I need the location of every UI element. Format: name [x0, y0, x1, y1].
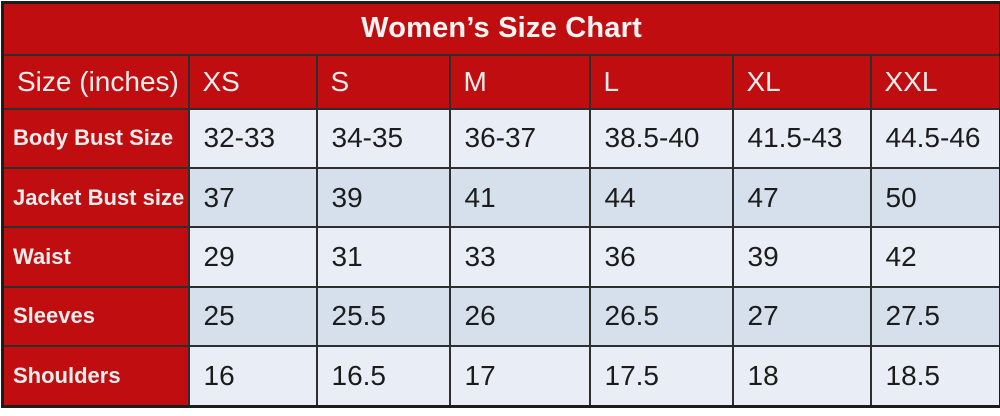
cell-value: 41.5-43 — [731, 107, 872, 169]
table-row-jacket-bust-size: Jacket Bust size 37 39 41 44 47 50 — [1, 166, 1000, 229]
table-row-sleeves: Sleeves 25 25.5 26 26.5 27 27.5 — [1, 285, 1000, 348]
cell-value: 44.5-46 — [869, 107, 1000, 169]
cell-value: 25 — [187, 285, 318, 348]
cell-value: 42 — [869, 226, 1000, 288]
cell-value: 36-37 — [448, 107, 591, 169]
cell-value: 26 — [448, 285, 591, 348]
cell-value: 44 — [588, 166, 734, 229]
column-header-xs: XS — [187, 53, 318, 110]
row-label: Jacket Bust size — [1, 166, 190, 229]
row-label: Body Bust Size — [1, 107, 190, 169]
cell-value: 16.5 — [315, 345, 451, 408]
cell-value: 27 — [731, 285, 872, 348]
cell-value: 17.5 — [588, 345, 734, 408]
cell-value: 50 — [869, 166, 1000, 229]
header-row: Size (inches) XS S M L XL XXL — [1, 53, 1000, 110]
row-label: Waist — [1, 226, 190, 288]
table-row-body-bust-size: Body Bust Size 32-33 34-35 36-37 38.5-40… — [1, 107, 1000, 169]
column-header-m: M — [448, 53, 591, 110]
title-row: Women’s Size Chart — [1, 1, 1000, 56]
cell-value: 34-35 — [315, 107, 451, 169]
cell-value: 39 — [315, 166, 451, 229]
cell-value: 18 — [731, 345, 872, 408]
chart-title: Women’s Size Chart — [1, 1, 1000, 56]
cell-value: 18.5 — [869, 345, 1000, 408]
cell-value: 17 — [448, 345, 591, 408]
cell-value: 25.5 — [315, 285, 451, 348]
cell-value: 16 — [187, 345, 318, 408]
cell-value: 39 — [731, 226, 872, 288]
cell-value: 47 — [731, 166, 872, 229]
column-header-size-inches: Size (inches) — [1, 53, 190, 110]
table-row-shoulders: Shoulders 16 16.5 17 17.5 18 18.5 — [1, 345, 1000, 408]
cell-value: 36 — [588, 226, 734, 288]
column-header-l: L — [588, 53, 734, 110]
row-label: Sleeves — [1, 285, 190, 348]
cell-value: 29 — [187, 226, 318, 288]
cell-value: 31 — [315, 226, 451, 288]
cell-value: 38.5-40 — [588, 107, 734, 169]
column-header-xl: XL — [731, 53, 872, 110]
cell-value: 41 — [448, 166, 591, 229]
table-row-waist: Waist 29 31 33 36 39 42 — [1, 226, 1000, 288]
column-header-s: S — [315, 53, 451, 110]
cell-value: 32-33 — [187, 107, 318, 169]
cell-value: 26.5 — [588, 285, 734, 348]
womens-size-chart-table: Women’s Size Chart Size (inches) XS S M … — [1, 1, 1000, 408]
cell-value: 27.5 — [869, 285, 1000, 348]
cell-value: 33 — [448, 226, 591, 288]
column-header-xxl: XXL — [869, 53, 1000, 110]
row-label: Shoulders — [1, 345, 190, 408]
cell-value: 37 — [187, 166, 318, 229]
